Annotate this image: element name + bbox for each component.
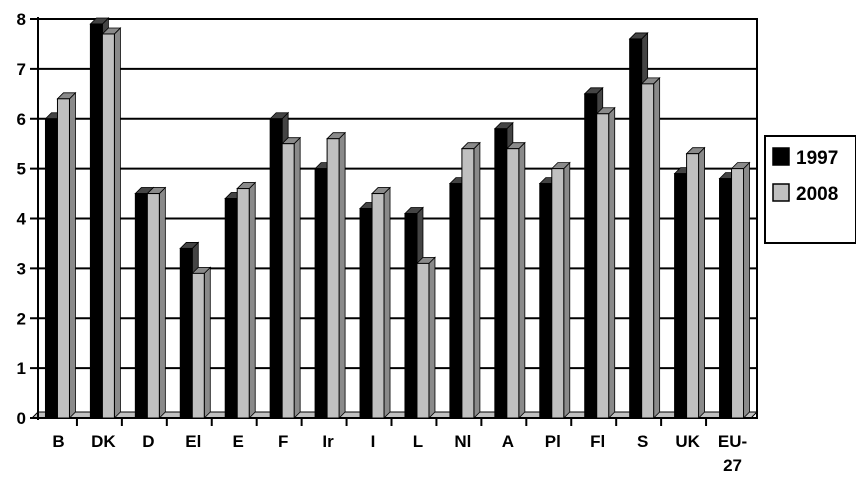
bar-2008-S (641, 83, 655, 419)
legend: 1997 2008 (764, 135, 856, 244)
bar-side (69, 91, 76, 419)
bar-2008-Fl (596, 113, 610, 419)
bar-1997-Fl (584, 93, 598, 419)
y-tick-label: 6 (17, 110, 26, 129)
bar-side (203, 266, 211, 419)
legend-swatch-2008 (772, 183, 790, 202)
bar-2008-B (56, 98, 70, 419)
bar-2008-Pl (551, 168, 565, 419)
bar-2008-A (506, 148, 520, 419)
x-tick-label: I (371, 432, 376, 451)
x-tick-label: Fl (590, 432, 605, 451)
bar-2008-EU-27 (731, 168, 745, 419)
bar-side (158, 186, 166, 419)
bar-2008-E (236, 188, 250, 419)
bar-side (608, 106, 616, 419)
bar-side (743, 161, 750, 419)
x-tick-label: F (278, 432, 288, 451)
bar-1997-I (359, 208, 373, 419)
y-tick-label: 4 (17, 210, 27, 229)
bar-side (653, 76, 661, 419)
bar-side (428, 256, 436, 419)
bar-side (383, 186, 391, 419)
x-tick-label: EU-27 (718, 432, 747, 475)
bar-2008-L (416, 262, 430, 419)
y-tick-label: 3 (17, 259, 26, 278)
x-tick-label: DK (91, 432, 116, 451)
x-tick-label: A (502, 432, 514, 451)
bar-2008-D (146, 193, 160, 419)
bar-2008-UK (686, 153, 700, 419)
bar-1997-El (179, 247, 193, 419)
bar-1997-EU-27 (719, 178, 733, 419)
bar-1997-D (134, 193, 148, 419)
x-tick-label: El (185, 432, 201, 451)
x-tick-label: UK (675, 432, 700, 451)
bar-1997-B (44, 118, 58, 419)
bar-1997-Pl (539, 183, 553, 419)
bar-1997-E (224, 198, 238, 419)
plot-area: 0 1 2 3 4 5 6 7 8 B DK D El E F Ir I L Nl A Pl Fl S UK EU-27 (17, 10, 759, 475)
y-tick-label: 0 (17, 409, 26, 428)
x-tick-label: Pl (545, 432, 561, 451)
x-tick-label: S (637, 432, 648, 451)
bar-1997-Nl (449, 183, 463, 419)
bar-1997-S (629, 38, 643, 419)
bar-side (473, 141, 481, 419)
x-tick-label: L (413, 432, 423, 451)
legend-label-1997: 1997 (796, 148, 838, 169)
bar-1997-Ir (314, 168, 328, 419)
bar-1997-A (494, 128, 508, 419)
bar-1997-L (404, 213, 418, 419)
bar-side (698, 146, 705, 419)
bar-side (248, 181, 256, 419)
bar-2008-I (371, 193, 385, 419)
bar-1997-F (269, 118, 283, 419)
bar-2008-Nl (461, 148, 475, 419)
y-tick-label: 1 (17, 359, 26, 378)
bar-1997-DK (89, 23, 103, 419)
bar-side (338, 131, 346, 419)
bar-side (293, 136, 301, 419)
bar-side (563, 161, 571, 419)
x-tick-label: D (142, 432, 154, 451)
y-tick-label: 2 (17, 309, 26, 328)
x-tick-label: Nl (454, 432, 471, 451)
bar-1997-UK (674, 173, 688, 419)
legend-label-2008: 2008 (796, 184, 838, 205)
y-tick-label: 7 (17, 60, 26, 79)
x-tick-label: E (233, 432, 244, 451)
y-tick-label: 8 (17, 10, 26, 29)
legend-swatch-1997 (772, 147, 790, 166)
bar-2008-Ir (326, 138, 340, 419)
bar-2008-El (191, 272, 205, 419)
x-tick-label: B (52, 432, 64, 451)
bar-2008-F (281, 143, 295, 419)
x-tick-label: Ir (322, 432, 334, 451)
bar-2008-DK (101, 33, 115, 419)
bar-side (518, 141, 526, 419)
bar-side (114, 26, 121, 419)
y-tick-label: 5 (17, 160, 26, 179)
